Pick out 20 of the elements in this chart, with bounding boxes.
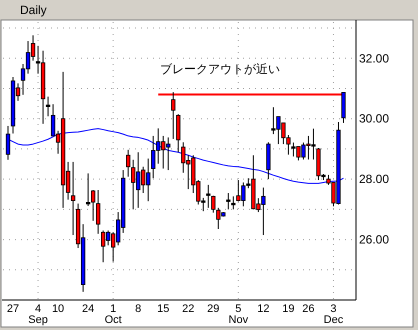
x-tick-label: 26 xyxy=(302,303,315,315)
x-tick-label: 15 xyxy=(157,303,170,315)
y-tick-label: 26.00 xyxy=(359,232,390,247)
x-tick-label: 12 xyxy=(257,303,270,315)
x-tick-label: 1 Oct xyxy=(104,303,122,326)
x-tick-label: 10 xyxy=(52,303,64,315)
annotation: ブレークアウトが近い xyxy=(160,62,280,76)
y-tick-label: 32.00 xyxy=(359,51,390,66)
x-tick-label: 8 xyxy=(135,303,142,315)
x-tick-label: 19 xyxy=(282,303,295,315)
x-tick-label: 4 Sep xyxy=(28,303,48,326)
x-tick-label: 3 Dec xyxy=(324,303,344,326)
chart-title: Daily xyxy=(20,3,47,17)
x-tick-label: 24 xyxy=(82,303,94,315)
x-tick-label: 27 xyxy=(6,303,20,315)
x-tick-label: 5 Nov xyxy=(228,303,249,326)
y-tick-label: 30.00 xyxy=(359,112,390,126)
x-tick-label: 29 xyxy=(207,303,220,315)
x-tick-label: 22 xyxy=(182,303,194,315)
y-tick-label: 28.00 xyxy=(359,172,390,186)
